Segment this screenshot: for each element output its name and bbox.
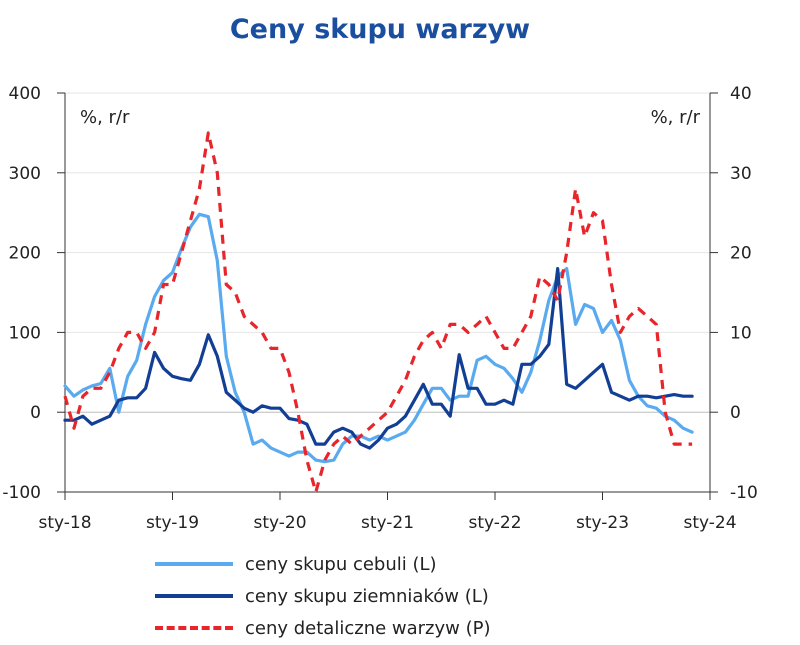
legend: ceny skupu cebuli (L) ceny skupu ziemnia… <box>155 548 491 644</box>
x-tick-label: sty-23 <box>576 513 629 533</box>
legend-item-ziemniaki: ceny skupu ziemniaków (L) <box>155 580 491 612</box>
y-left-tick-label: 400 <box>9 84 41 104</box>
series-line-1 <box>63 267 694 450</box>
y-right-tick-label: 10 <box>730 323 752 343</box>
x-tick-label: sty-22 <box>468 513 521 533</box>
x-tick-label: sty-24 <box>683 513 736 533</box>
series-layer <box>63 131 694 494</box>
x-tick-label: sty-20 <box>253 513 306 533</box>
y-left-tick-label: 100 <box>9 323 41 343</box>
y-left-tick-label: 300 <box>9 164 41 184</box>
legend-swatch-ziemniaki <box>155 594 233 598</box>
y-right-unit: %, r/r <box>651 107 701 128</box>
legend-label-ziemniaki: ceny skupu ziemniaków (L) <box>245 585 489 607</box>
y-right-tick-label: 20 <box>730 244 752 264</box>
gridlines <box>65 92 710 493</box>
y-right-tick-label: 0 <box>730 403 741 423</box>
legend-swatch-cebula <box>155 562 233 566</box>
y-right-tick-label: -10 <box>730 483 758 503</box>
y-left-unit: %, r/r <box>80 107 130 128</box>
y-right-tick-label: 30 <box>730 164 752 184</box>
y-right-tick-label: 40 <box>730 84 752 104</box>
legend-item-cebula: ceny skupu cebuli (L) <box>155 548 491 580</box>
y-left-tick-label: 0 <box>30 403 41 423</box>
y-left-tick-label: -100 <box>2 483 41 503</box>
legend-label-detaliczne: ceny detaliczne warzyw (P) <box>245 617 491 639</box>
x-tick-label: sty-21 <box>361 513 414 533</box>
legend-item-detaliczne: ceny detaliczne warzyw (P) <box>155 612 491 644</box>
axes <box>57 92 718 500</box>
y-left-tick-label: 200 <box>9 244 41 264</box>
legend-label-cebula: ceny skupu cebuli (L) <box>245 553 437 575</box>
chart-title: Ceny skupu warzyw <box>229 14 531 45</box>
legend-swatch-detaliczne <box>155 626 233 630</box>
series-line-0 <box>63 212 694 464</box>
x-tick-label: sty-19 <box>146 513 199 533</box>
series-line-2 <box>63 131 693 494</box>
x-tick-label: sty-18 <box>38 513 91 533</box>
